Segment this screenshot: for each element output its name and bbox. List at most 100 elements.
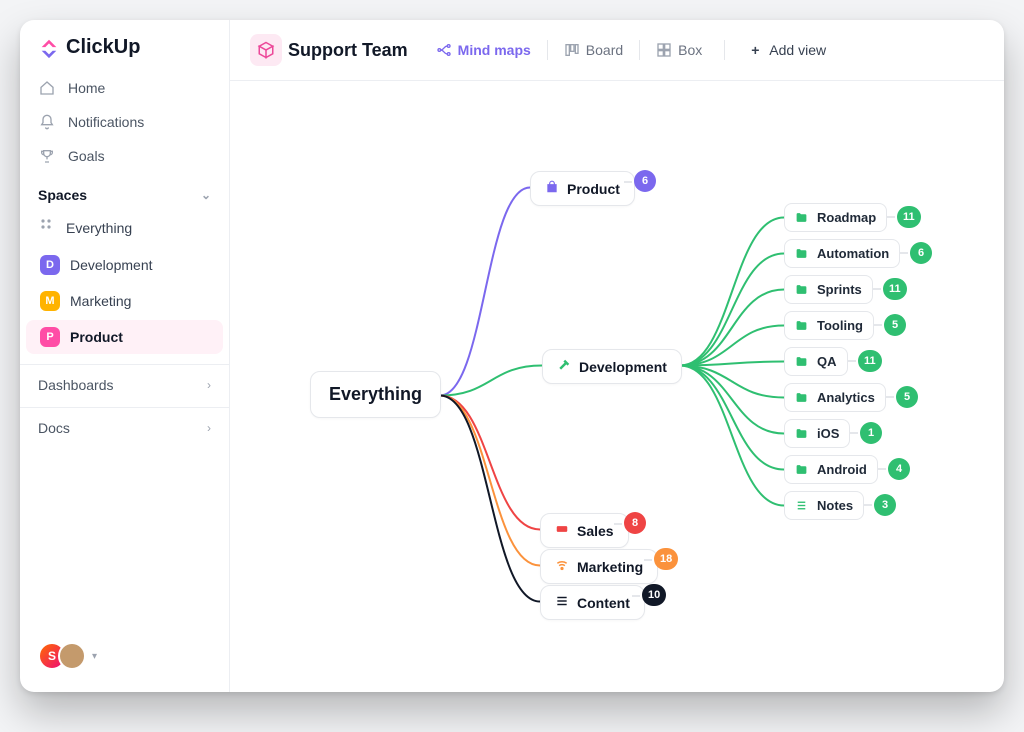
sidebar-footer[interactable]: S ▾ [20, 630, 229, 682]
space-label: Development [70, 257, 153, 273]
brand-name: ClickUp [66, 36, 140, 59]
everything-label: Everything [66, 220, 132, 236]
tab-label: Box [678, 42, 702, 58]
connector-dash [878, 468, 886, 470]
tab-label: Mind maps [458, 42, 531, 58]
connector-dash [873, 288, 881, 290]
board-icon [564, 42, 580, 58]
view-header: Support Team Mind maps Board Box + Add vie… [230, 20, 1004, 81]
sidebar-item-everything[interactable]: Everything [26, 211, 223, 244]
tab-board[interactable]: Board [552, 36, 635, 64]
wifi-icon [555, 558, 569, 575]
clickup-logo-icon [38, 37, 60, 59]
avatar[interactable] [58, 642, 86, 670]
brand-logo[interactable]: ClickUp [20, 36, 229, 71]
mindmap-leaf[interactable]: Automation [784, 239, 900, 268]
mindmap-leaf[interactable]: Tooling [784, 311, 874, 340]
connector-dash [900, 252, 908, 254]
plus-icon: + [747, 42, 763, 58]
add-view-button[interactable]: + Add view [735, 36, 838, 64]
connector-dash [614, 523, 622, 525]
section-label: Docs [38, 420, 70, 436]
mindmap-leaf[interactable]: Android [784, 455, 878, 484]
nav-item-notifications[interactable]: Notifications [20, 105, 229, 139]
sidebar-item-development[interactable]: D Development [26, 248, 223, 282]
count-badge: 18 [654, 548, 678, 570]
section-dashboards[interactable]: Dashboards› [20, 364, 229, 399]
leaf-label: Analytics [817, 390, 875, 405]
node-label: Content [577, 595, 630, 611]
mindmap-node-development[interactable]: Development [542, 349, 682, 384]
space-badge: M [40, 291, 60, 311]
chevron-down-icon: ⌄ [201, 188, 211, 202]
space-label: Marketing [70, 293, 131, 309]
node-label: Sales [577, 523, 614, 539]
sidebar-item-marketing[interactable]: M Marketing [26, 284, 223, 318]
bag-icon [545, 180, 559, 197]
spaces-header-label: Spaces [38, 187, 87, 203]
list-icon [795, 499, 809, 513]
mindmap-leaf[interactable]: Analytics [784, 383, 886, 412]
section-label: Dashboards [38, 377, 114, 393]
mindmap-node-product[interactable]: Product [530, 171, 635, 206]
connector-dash [632, 595, 640, 597]
node-label: Development [579, 359, 667, 375]
space-badge: D [40, 255, 60, 275]
count-badge: 8 [624, 512, 646, 534]
sidebar-item-product[interactable]: PProduct [26, 320, 223, 354]
add-view-label: Add view [769, 42, 826, 58]
spaces-header[interactable]: Spaces ⌄ [20, 173, 229, 209]
folder-icon [795, 427, 809, 441]
folder-icon [795, 355, 809, 369]
folder-icon [795, 319, 809, 333]
hammer-icon [557, 358, 571, 375]
connector-dash [887, 216, 895, 218]
divider [724, 40, 725, 60]
mindmap-canvas[interactable]: EverythingProduct6DevelopmentSales8Marke… [230, 81, 1004, 692]
mindmap-node-marketing[interactable]: Marketing [540, 549, 658, 584]
nav-item-goals[interactable]: Goals [20, 139, 229, 173]
home-icon [38, 79, 56, 97]
count-badge: 4 [888, 458, 910, 480]
connector-dash [864, 504, 872, 506]
mindmap-node-content[interactable]: Content [540, 585, 645, 620]
connector-dash [644, 559, 652, 561]
box-icon [656, 42, 672, 58]
ticket-icon [555, 522, 569, 539]
divider [639, 40, 640, 60]
chevron-right-icon: › [207, 421, 211, 435]
node-label: Marketing [577, 559, 643, 575]
nav-label: Home [68, 80, 105, 96]
section-docs[interactable]: Docs › [20, 407, 229, 442]
nav-item-home[interactable]: Home [20, 71, 229, 105]
chevron-down-icon: ▾ [92, 651, 97, 662]
mindmap-leaf[interactable]: Roadmap [784, 203, 887, 232]
leaf-label: Notes [817, 498, 853, 513]
count-badge: 10 [642, 584, 666, 606]
mindmap-leaf[interactable]: Sprints [784, 275, 873, 304]
leaf-label: Automation [817, 246, 889, 261]
mindmap-leaf[interactable]: iOS [784, 419, 850, 448]
leaf-label: Roadmap [817, 210, 876, 225]
folder-icon [795, 283, 809, 297]
mindmap-leaf[interactable]: QA [784, 347, 848, 376]
sidebar: ClickUp HomeNotificationsGoals Spaces ⌄ … [20, 20, 230, 692]
connector-dash [624, 181, 632, 183]
count-badge: 5 [896, 386, 918, 408]
mindmap-root-node[interactable]: Everything [310, 371, 441, 418]
connector-dash [874, 324, 882, 326]
mindmap-leaf[interactable]: Notes [784, 491, 864, 520]
page-title: Support Team [288, 40, 408, 61]
count-badge: 11 [883, 278, 907, 300]
mindmap-node-sales[interactable]: Sales [540, 513, 629, 548]
nav-label: Goals [68, 148, 105, 164]
grid-icon [40, 218, 56, 237]
tab-mindmaps[interactable]: Mind maps [424, 36, 543, 64]
tab-box[interactable]: Box [644, 36, 714, 64]
folder-icon [795, 391, 809, 405]
leaf-label: Android [817, 462, 867, 477]
leaf-label: QA [817, 354, 837, 369]
tab-label: Board [586, 42, 623, 58]
space-label: Product [70, 329, 123, 345]
mindmap-icon [436, 42, 452, 58]
